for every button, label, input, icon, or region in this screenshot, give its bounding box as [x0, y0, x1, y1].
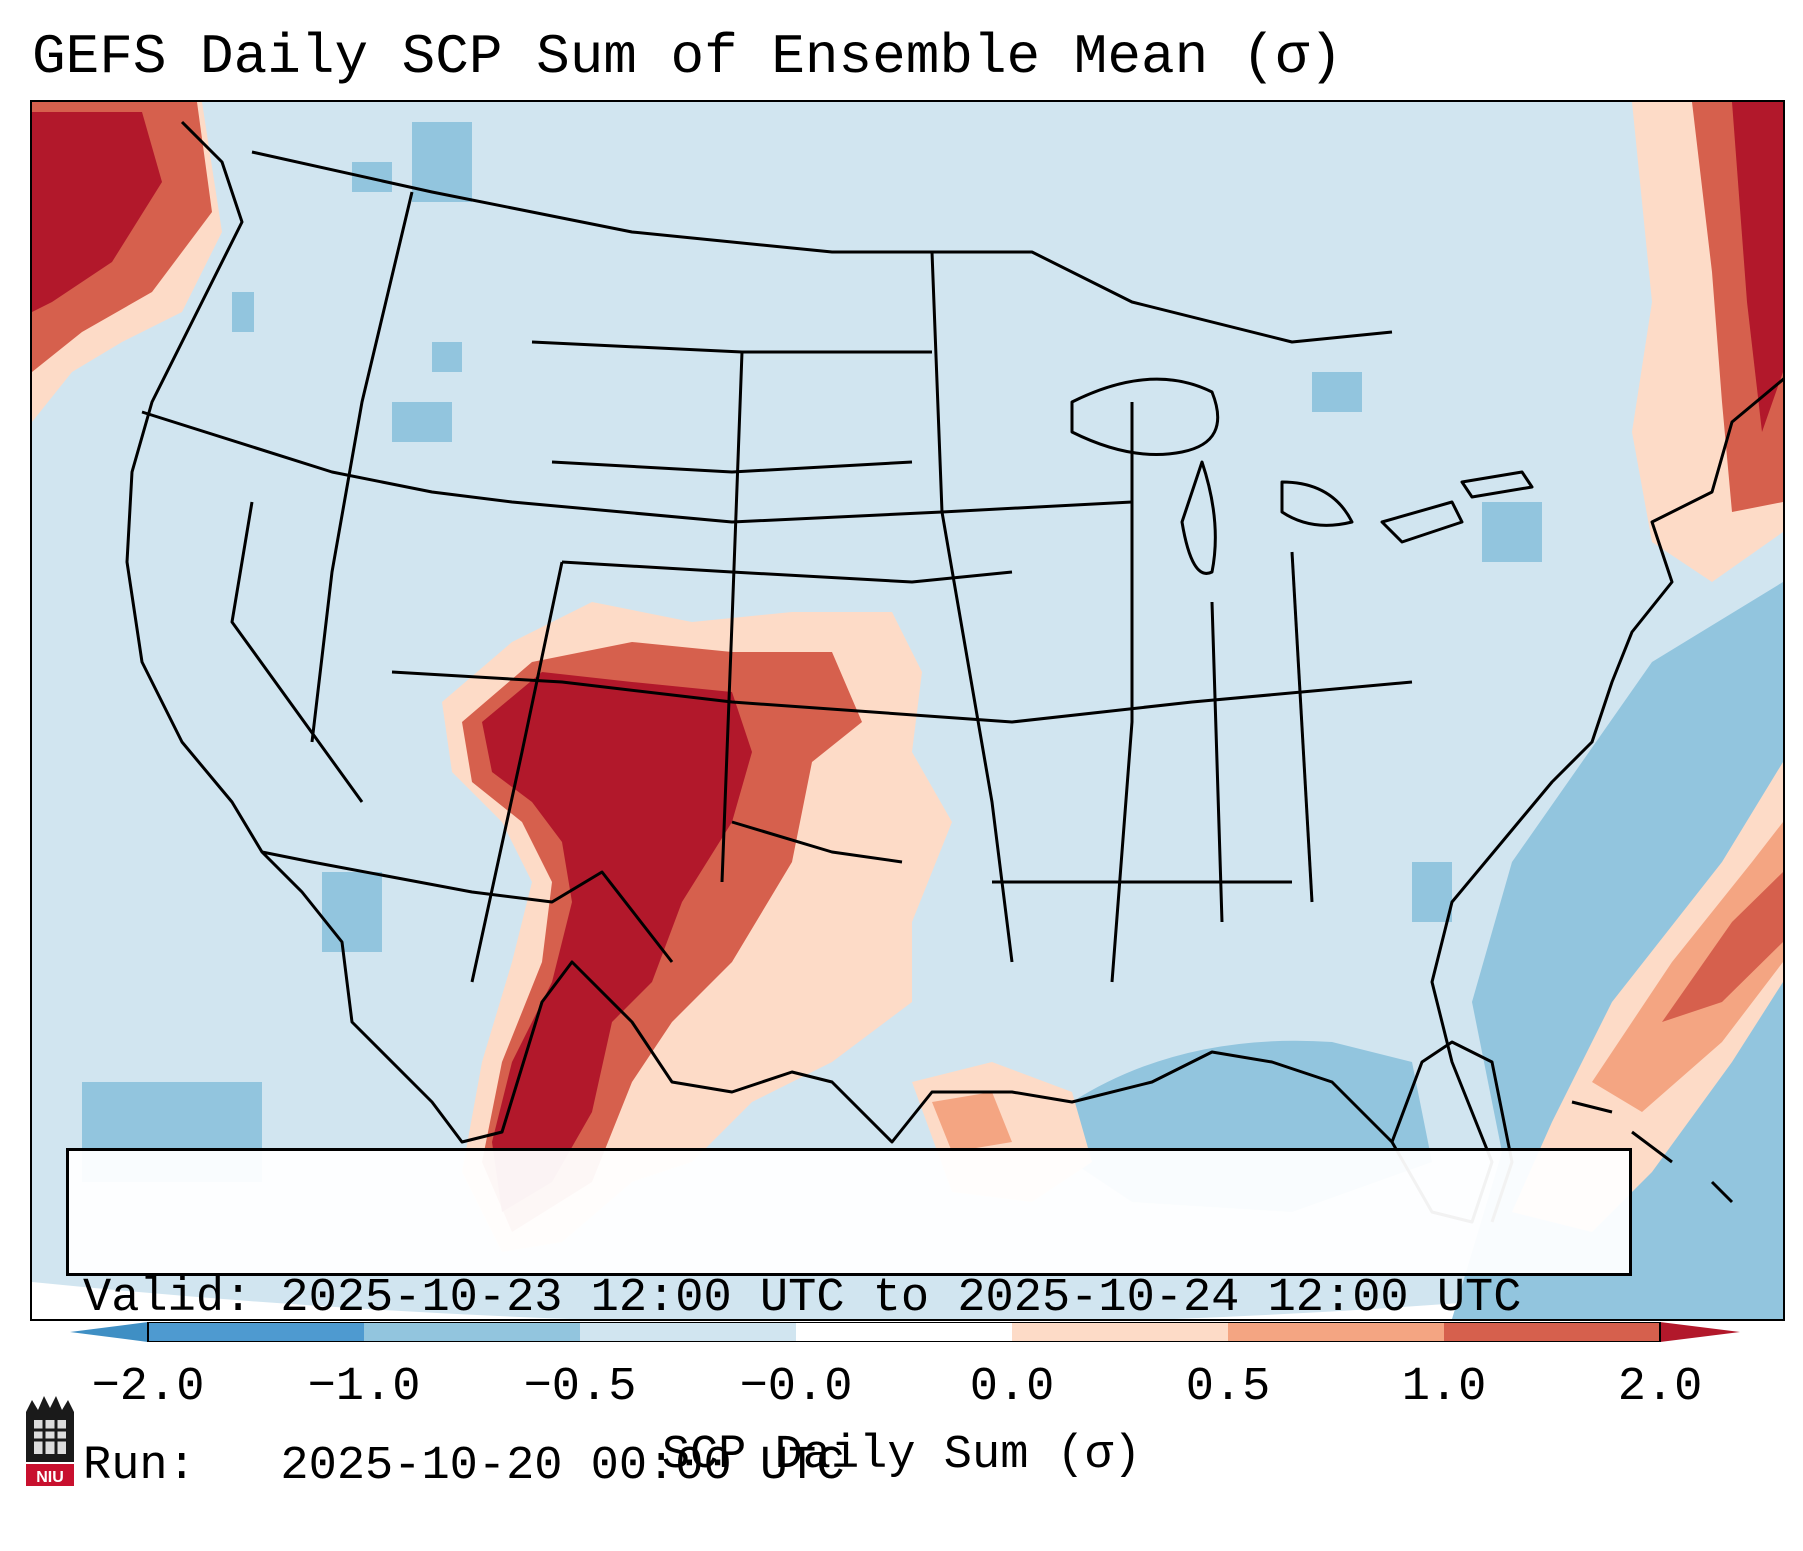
colorbar-seg-7 — [1444, 1322, 1660, 1342]
ne-positive-core — [1732, 102, 1783, 432]
colorbar-tick-label: −1.0 — [307, 1361, 421, 1414]
lake-ontario — [1460, 470, 1534, 499]
colorbar-seg-6 — [1228, 1322, 1444, 1342]
atlantic-negative-band — [1452, 582, 1783, 1319]
state-line-3 — [561, 560, 1013, 584]
colorbar-tick-label: 0.0 — [969, 1361, 1055, 1414]
scattered-negative-patches — [82, 122, 1542, 1182]
colorbar-tick-label: −0.0 — [739, 1361, 853, 1414]
colorbar — [70, 1322, 1740, 1342]
atlantic-positive-core — [1662, 872, 1783, 1022]
state-line-5 — [551, 460, 913, 474]
coastline — [125, 120, 1783, 1224]
state-line-11 — [1110, 402, 1134, 983]
lake-huron — [1280, 480, 1354, 527]
state-line-14 — [731, 820, 903, 864]
state-line-9 — [310, 191, 414, 743]
map-svg — [32, 102, 1783, 1319]
caribbean-islands — [1571, 1100, 1734, 1204]
mexico-border — [261, 850, 674, 963]
colorbar-tick-label: −2.0 — [91, 1361, 205, 1414]
state-line-12 — [1210, 601, 1224, 923]
state-line-10 — [230, 501, 364, 803]
colorbar-arrow-low — [70, 1322, 148, 1342]
texas-coast-positive-mid — [932, 1092, 1012, 1152]
plains-positive-core — [482, 672, 752, 1212]
valid-line: Valid: 2025-10-23 12:00 UTC to 2025-10-2… — [83, 1272, 1522, 1325]
atlantic-positive-mid — [1592, 822, 1783, 1112]
run-line: Run: 2025-10-20 00:00 UTC — [83, 1440, 845, 1493]
lake-superior — [1070, 377, 1220, 456]
colorbar-seg-3 — [580, 1322, 796, 1342]
state-line-6 — [470, 561, 564, 983]
logo-text: NIU — [36, 1469, 64, 1486]
state-line-2 — [391, 670, 1413, 724]
colorbar-label: SCP Daily Sum (σ) — [661, 1429, 1142, 1482]
state-line-13 — [1290, 551, 1314, 903]
scp-map — [30, 100, 1785, 1321]
colorbar-arrow-high — [1660, 1322, 1740, 1342]
boundaries — [125, 120, 1783, 1224]
state-line-7 — [720, 351, 744, 883]
lake-michigan — [1180, 460, 1217, 575]
colorbar-seg-2 — [364, 1322, 580, 1342]
colorbar-seg-5 — [1012, 1322, 1228, 1342]
nw-positive-core — [32, 112, 162, 312]
chart-title: GEFS Daily SCP Sum of Ensemble Mean (σ) — [32, 25, 1343, 89]
colorbar-outline — [147, 1322, 1661, 1342]
colorbar-seg-4 — [796, 1322, 1012, 1342]
colorbar-tick-label: 1.0 — [1401, 1361, 1487, 1414]
colorbar-seg-1 — [148, 1322, 364, 1342]
lake-erie — [1380, 500, 1464, 544]
niu-logo: NIU — [26, 1396, 74, 1486]
colorbar-tick-label: −0.5 — [523, 1361, 637, 1414]
colorbar-tick-label: 2.0 — [1617, 1361, 1703, 1414]
valid-time-box: Valid: 2025-10-23 12:00 UTC to 2025-10-2… — [66, 1148, 1632, 1493]
atlantic-positive-outer — [1512, 762, 1783, 1232]
colorbar-tick-label: 0.5 — [1185, 1361, 1271, 1414]
